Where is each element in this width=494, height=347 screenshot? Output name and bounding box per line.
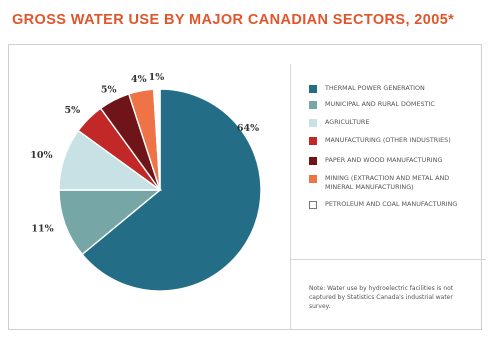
data-label-5: 4%: [131, 74, 147, 85]
data-label-4: 5%: [101, 84, 117, 95]
legend-label-2: Agriculture: [325, 118, 370, 126]
data-label-0: 64%: [237, 123, 259, 134]
data-label-3: 5%: [64, 105, 80, 116]
legend-item-6: Petroleum and coal manufacturing: [309, 200, 477, 209]
legend-label-1: Municipal and rural domestic: [325, 100, 435, 108]
data-label-2: 10%: [30, 150, 52, 161]
legend-swatch-6: [309, 201, 317, 209]
legend-item-2: Agriculture: [309, 118, 477, 127]
legend-item-3: Manufacturing (other industries): [309, 136, 477, 145]
legend-divider: [291, 259, 486, 260]
legend-swatch-5: [309, 175, 317, 183]
legend: Thermal power generation Municipal and ru…: [290, 64, 486, 330]
data-label-6: 1%: [149, 72, 165, 83]
legend-label-3: Manufacturing (other industries): [325, 136, 451, 144]
legend-item-4: Paper and wood manufacturing: [309, 156, 477, 165]
legend-item-5: Mining (extraction and metal and mineral…: [309, 174, 477, 192]
legend-swatch-0: [309, 85, 317, 93]
legend-item-0: Thermal power generation: [309, 84, 477, 93]
legend-label-4: Paper and wood manufacturing: [325, 156, 443, 164]
pie-slice-0: [81, 88, 262, 292]
legend-swatch-4: [309, 157, 317, 165]
pie-slice-6: [152, 88, 161, 191]
legend-swatch-3: [309, 137, 317, 145]
legend-swatch-2: [309, 119, 317, 127]
legend-item-1: Municipal and rural domestic: [309, 100, 477, 109]
legend-label-6: Petroleum and coal manufacturing: [325, 200, 458, 208]
legend-swatch-1: [309, 101, 317, 109]
chart-title: GROSS WATER USE BY MAJOR CANADIAN SECTOR…: [12, 12, 455, 28]
legend-label-5: Mining (extraction and metal and mineral…: [325, 174, 450, 191]
legend-label-0: Thermal power generation: [325, 84, 425, 92]
pie-slice-1: [58, 189, 162, 256]
data-label-1: 11%: [31, 223, 53, 234]
chart-note: Note: Water use by hydroelectric facilit…: [309, 285, 454, 310]
